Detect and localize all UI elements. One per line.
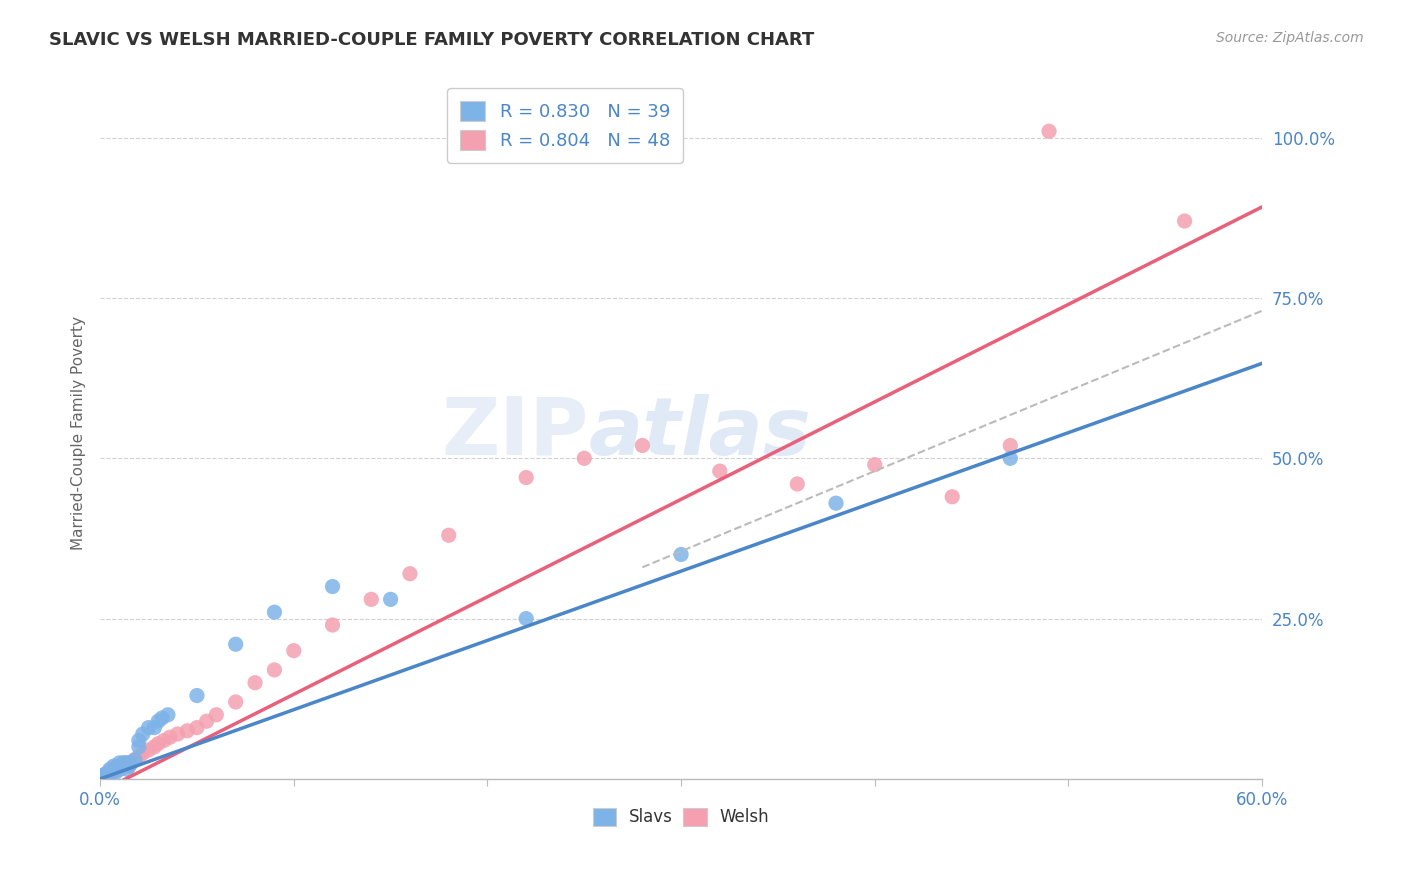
Point xyxy=(97,769,120,783)
Text: atlas: atlas xyxy=(588,393,811,472)
Point xyxy=(243,675,266,690)
Point xyxy=(186,721,208,735)
Point xyxy=(631,438,654,452)
Point xyxy=(825,496,848,510)
Point xyxy=(263,663,285,677)
Point xyxy=(150,711,173,725)
Point xyxy=(98,765,121,780)
Point xyxy=(143,739,166,754)
Text: ZIP: ZIP xyxy=(441,393,588,472)
Point xyxy=(103,764,125,779)
Point xyxy=(110,759,132,773)
Point xyxy=(112,756,135,770)
Point xyxy=(103,759,125,773)
Point xyxy=(156,707,179,722)
Point xyxy=(437,528,460,542)
Point xyxy=(941,490,963,504)
Point xyxy=(89,772,111,786)
Point xyxy=(108,756,131,770)
Point xyxy=(225,695,247,709)
Point xyxy=(124,753,146,767)
Point xyxy=(118,756,141,770)
Legend: Slavs, Welsh: Slavs, Welsh xyxy=(586,801,776,833)
Point xyxy=(118,756,141,770)
Point xyxy=(93,769,115,783)
Point xyxy=(120,756,142,770)
Point xyxy=(132,746,155,760)
Point xyxy=(128,749,150,764)
Point xyxy=(114,756,136,770)
Point xyxy=(114,756,136,770)
Point xyxy=(94,766,117,780)
Point xyxy=(166,727,188,741)
Point xyxy=(186,689,208,703)
Point xyxy=(138,721,160,735)
Point xyxy=(1038,124,1060,138)
Point xyxy=(863,458,886,472)
Point xyxy=(132,727,155,741)
Point xyxy=(138,743,160,757)
Point xyxy=(321,618,343,632)
Point xyxy=(283,643,305,657)
Point xyxy=(112,759,135,773)
Point xyxy=(91,769,114,783)
Point xyxy=(91,769,114,783)
Point xyxy=(100,762,122,776)
Point xyxy=(98,765,121,780)
Point xyxy=(103,762,125,776)
Point xyxy=(128,739,150,754)
Point xyxy=(98,762,121,776)
Point xyxy=(1000,438,1022,452)
Point xyxy=(124,753,146,767)
Point xyxy=(97,765,120,780)
Point xyxy=(143,721,166,735)
Point xyxy=(574,451,596,466)
Point xyxy=(118,759,141,773)
Point xyxy=(195,714,218,729)
Point xyxy=(120,756,142,770)
Point xyxy=(128,733,150,747)
Text: SLAVIC VS WELSH MARRIED-COUPLE FAMILY POVERTY CORRELATION CHART: SLAVIC VS WELSH MARRIED-COUPLE FAMILY PO… xyxy=(49,31,814,49)
Point xyxy=(205,707,228,722)
Point xyxy=(321,580,343,594)
Point xyxy=(108,762,131,776)
Point xyxy=(709,464,731,478)
Point xyxy=(104,762,127,776)
Point xyxy=(94,766,117,780)
Point xyxy=(107,759,129,773)
Point xyxy=(93,769,115,783)
Y-axis label: Married-Couple Family Poverty: Married-Couple Family Poverty xyxy=(72,316,86,549)
Point xyxy=(669,548,692,562)
Point xyxy=(786,477,808,491)
Point xyxy=(100,765,122,780)
Point xyxy=(148,737,170,751)
Point xyxy=(107,762,129,776)
Point xyxy=(399,566,422,581)
Point xyxy=(1174,214,1197,228)
Point xyxy=(110,759,132,773)
Point xyxy=(360,592,382,607)
Point xyxy=(263,605,285,619)
Point xyxy=(1000,451,1022,466)
Point xyxy=(115,762,138,776)
Point xyxy=(225,637,247,651)
Point xyxy=(159,730,181,744)
Point xyxy=(153,733,176,747)
Point xyxy=(515,470,537,484)
Point xyxy=(104,765,127,780)
Point xyxy=(176,723,198,738)
Point xyxy=(108,760,131,774)
Point xyxy=(89,772,111,786)
Text: Source: ZipAtlas.com: Source: ZipAtlas.com xyxy=(1216,31,1364,45)
Point xyxy=(115,759,138,773)
Point xyxy=(380,592,402,607)
Point xyxy=(515,612,537,626)
Point xyxy=(148,714,170,729)
